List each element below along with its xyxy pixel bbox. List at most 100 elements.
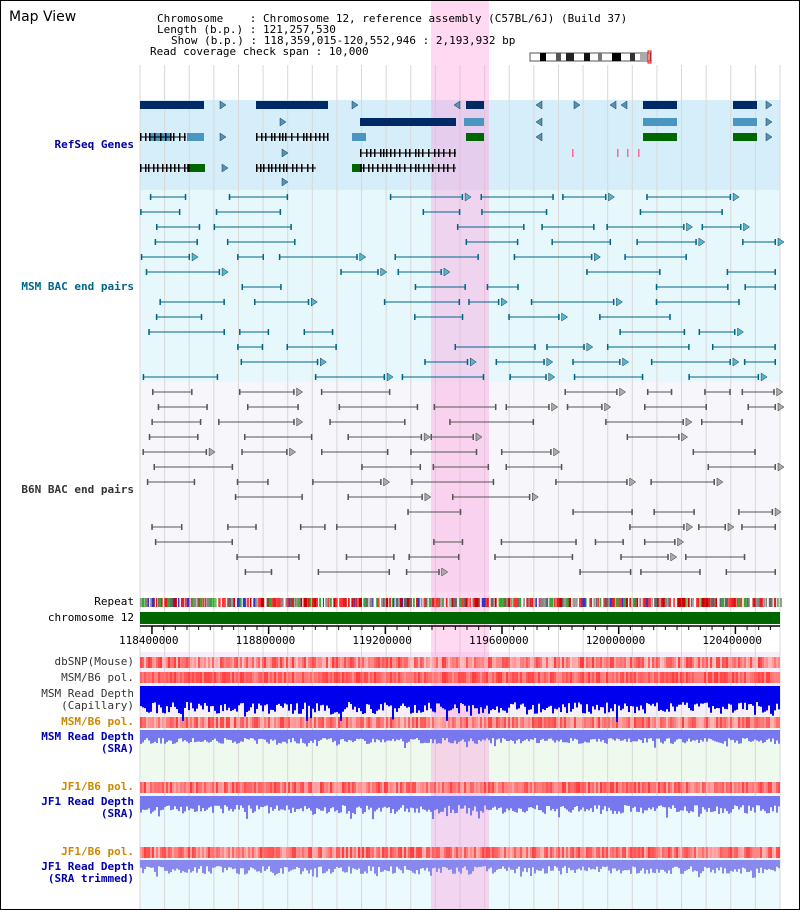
gene-exon [279,133,281,141]
bac-end [438,569,440,575]
depth-bar [258,730,260,740]
depth-bar [232,860,234,870]
depth-bar [548,796,550,807]
repeat-element [212,598,215,607]
depth-bar [390,796,392,814]
depth-bar [672,860,674,868]
heat-cell [140,847,142,858]
depth-bar [610,796,612,811]
heat-cell [578,717,580,728]
track-label-msm-b6-pol-1[interactable]: MSM/B6 pol. [61,671,134,684]
depth-bar [446,730,448,739]
track-label-dbsnp[interactable]: dbSNP(Mouse) [54,655,134,668]
depth-bar [774,796,776,806]
repeat-element [262,598,265,607]
depth-bar [374,686,376,714]
heat-cell [148,657,150,668]
heat-cell [214,782,216,793]
heat-cell [406,672,408,683]
depth-bar [226,730,228,740]
track-label-repeat[interactable]: Repeat [94,595,134,608]
heat-cell [354,717,356,728]
heat-cell [218,672,220,683]
track-label-msm-depth-sra[interactable]: MSM Read Depth (SRA) [41,731,134,755]
heat-cell [758,717,760,728]
heat-cell [202,717,204,728]
heat-cell [552,717,554,728]
heat-cell [424,717,426,728]
track-label-msm-b6-pol-2[interactable]: MSM/B6 pol. [61,715,134,728]
depth-bar [510,686,512,704]
track-label-b6n-bac[interactable]: B6N BAC end pairs [21,483,134,496]
bac-end [606,224,608,230]
heat-cell [380,672,382,683]
depth-bar [720,730,722,743]
heat-cell [428,657,430,668]
depth-bar [240,860,242,869]
depth-bar [644,796,646,811]
heat-cell [646,782,648,793]
depth-bar [156,860,158,877]
heat-cell [280,782,282,793]
track-label-chromosome[interactable]: chromosome 12 [47,611,134,624]
track-label-jf1-b6-pol-1[interactable]: JF1/B6 pol. [61,780,134,793]
heat-cell [656,657,658,668]
track-label-jf1-depth-trim[interactable]: JF1 Read Depth (SRA trimmed) [41,861,134,885]
heat-cell [636,717,638,728]
depth-bar [296,796,298,810]
heat-cell [286,847,288,858]
bac-end [683,524,685,530]
heat-cell [352,717,354,728]
heat-cell [284,717,286,728]
heat-cell [444,847,446,858]
depth-bar [442,796,444,812]
depth-bar [140,796,142,813]
depth-bar [382,860,384,872]
depth-bar [182,796,184,814]
depth-bar [242,686,244,704]
heat-cell [624,657,626,668]
bac-end [279,209,282,215]
track-label-refseq[interactable]: RefSeq Genes [54,138,134,151]
depth-bar [622,686,624,709]
heat-cell [578,782,580,793]
heat-cell [414,657,416,668]
depth-bar [502,730,504,739]
depth-bar [736,686,738,710]
heat-cell [368,782,370,793]
bac-end [508,314,510,320]
heat-cell [372,847,374,858]
heat-cell [412,782,414,793]
heat-cell [300,782,302,793]
bac-arrow [608,192,615,202]
depth-bar [756,686,758,703]
depth-bar [366,686,368,705]
heat-cell [640,657,642,668]
depth-bar [288,686,290,711]
track-label-msm-depth-cap[interactable]: MSM Read Depth (Capillary) [41,688,134,712]
heat-cell [314,847,316,858]
heat-cell [606,782,608,793]
depth-bar [420,730,422,744]
depth-bar [274,860,276,876]
depth-bar [350,686,352,704]
heat-cell [324,847,326,858]
heat-cell [526,717,528,728]
depth-bar [424,796,426,810]
track-label-msm-bac[interactable]: MSM BAC end pairs [21,280,134,293]
heat-cell [474,672,476,683]
track-label-jf1-b6-pol-2[interactable]: JF1/B6 pol. [61,845,134,858]
depth-bar [464,796,466,806]
heat-cell [646,847,648,858]
depth-bar [242,860,244,869]
heat-cell [314,717,316,728]
track-label-jf1-depth-sra[interactable]: JF1 Read Depth (SRA) [41,796,134,820]
heat-cell [260,672,262,683]
depth-bar [492,730,494,739]
depth-bar [728,686,730,704]
repeat-element [395,598,399,607]
depth-bar [394,796,396,814]
depth-bar [280,796,282,810]
